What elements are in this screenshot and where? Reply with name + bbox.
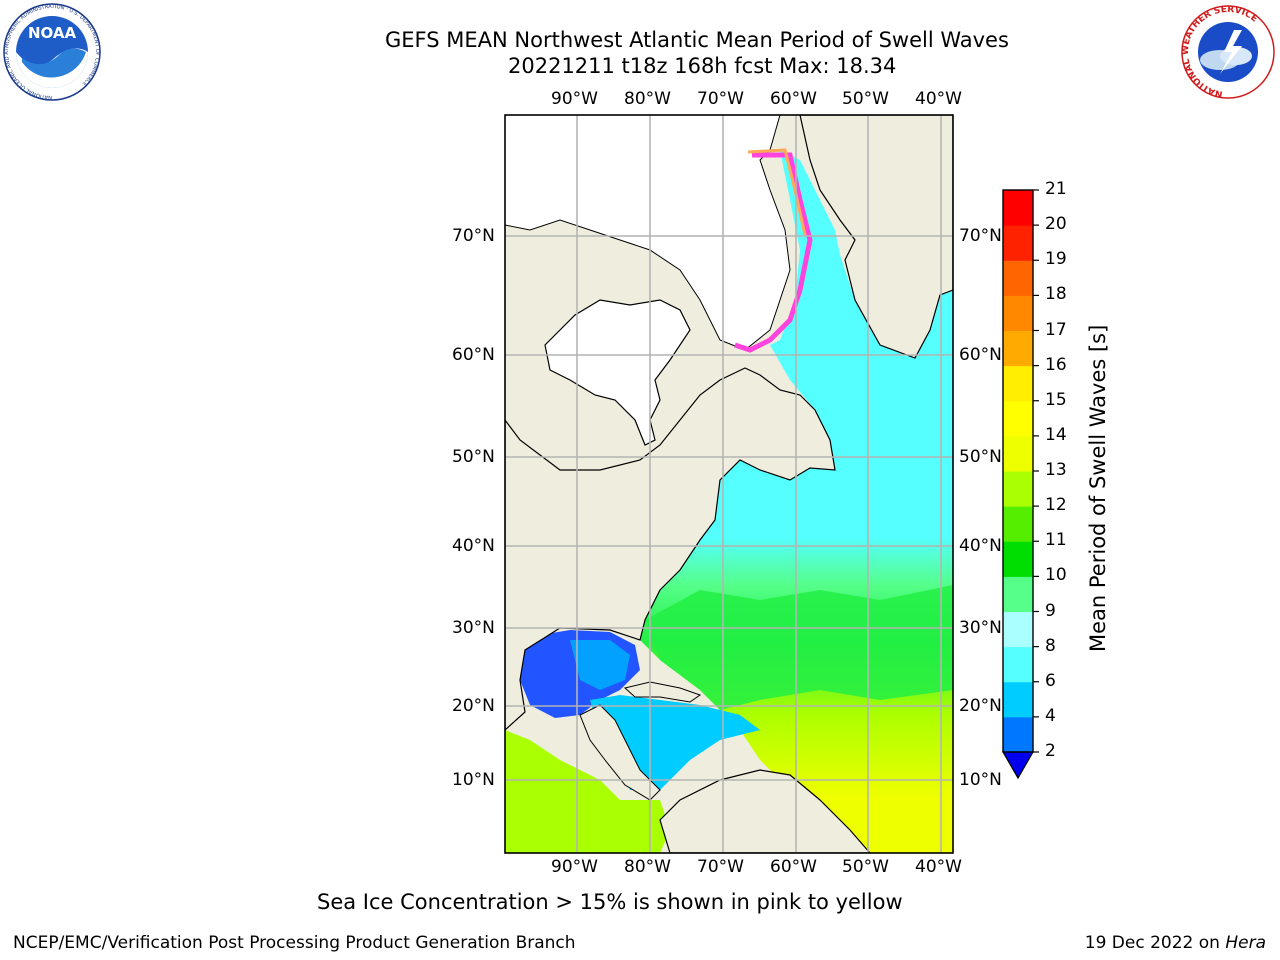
- colorbar-tick-label: 6: [1045, 670, 1056, 691]
- central-america: [579, 704, 661, 801]
- colorbar-segment: [1003, 365, 1033, 402]
- colorbar-label: Mean Period of Swell Waves [s]: [1086, 324, 1110, 652]
- swell-green-band: [645, 585, 953, 710]
- lon-label-bottom: 80°W: [624, 857, 671, 877]
- sea-ice-edge-orange: [747, 148, 807, 236]
- lat-label-right: 50°N: [959, 447, 1002, 467]
- lat-label-right: 10°N: [959, 770, 1002, 790]
- colorbar-segment: [1003, 435, 1033, 472]
- lon-label-bottom: 40°W: [915, 857, 962, 877]
- colorbar-segment: [1003, 295, 1033, 331]
- colorbar-tick-label: 4: [1045, 705, 1056, 726]
- colorbar-segment: [1003, 576, 1033, 612]
- sea-ice-edge: [734, 152, 813, 353]
- lon-label-bottom: 50°W: [842, 857, 889, 877]
- lat-label-right: 30°N: [959, 618, 1002, 638]
- colorbar-segment: [1003, 506, 1033, 542]
- colorbar-tick-label: 13: [1045, 460, 1067, 480]
- colorbar: [1001, 189, 1039, 780]
- pacific-field: [505, 730, 670, 853]
- colorbar-segment: [1003, 646, 1033, 683]
- noaa-text: NOAA: [28, 24, 77, 42]
- cuba-island: [623, 681, 702, 703]
- colorbar-segment: [1003, 400, 1033, 437]
- colorbar-segment: [1003, 260, 1033, 296]
- south-america: [659, 769, 871, 853]
- lon-label-bottom: 90°W: [551, 857, 598, 877]
- map-subtitle: 20221211 t18z 168h fcst Max: 18.34: [508, 54, 897, 78]
- colorbar-tick-label: 15: [1045, 389, 1067, 410]
- colorbar-tick-label: 9: [1045, 600, 1056, 621]
- noaa-logo: NOAA NATIONAL OCEANIC AND ATMOSPHERIC AD…: [3, 3, 101, 101]
- lon-label-top: 90°W: [551, 89, 598, 109]
- colorbar-segment: [1003, 471, 1033, 507]
- colorbar-tick-label: 16: [1045, 354, 1067, 375]
- colorbar-extend-triangle: [1001, 751, 1035, 780]
- colorbar-tick-label: 2: [1045, 741, 1056, 761]
- colorbar-tick-label: 12: [1045, 495, 1067, 516]
- lon-label-top: 60°W: [770, 89, 817, 109]
- gulf-inner: [570, 640, 630, 690]
- colorbar-tick-label: 18: [1045, 284, 1067, 305]
- lat-label-right: 60°N: [959, 345, 1002, 365]
- map-title: GEFS MEAN Northwest Atlantic Mean Period…: [385, 28, 1009, 52]
- nws-logo: NATIONAL WEATHER SERVICE: [1181, 5, 1275, 99]
- colorbar-segment: [1003, 190, 1033, 226]
- colorbar-segment: [1003, 225, 1033, 261]
- sea-ice-note: Sea Ice Concentration > 15% is shown in …: [317, 890, 903, 914]
- footer-date: 19 Dec 2022 on Hera: [1085, 933, 1266, 953]
- north-america-coast: [505, 367, 836, 731]
- colorbar-segment: [1003, 681, 1033, 718]
- colorbar-tick-label: 20: [1045, 214, 1067, 235]
- lon-label-top: 80°W: [624, 89, 671, 109]
- map-frame: [504, 114, 954, 854]
- lon-label-top: 70°W: [697, 89, 744, 109]
- colorbar-tick-label: 10: [1045, 565, 1067, 586]
- lon-label-top: 50°W: [842, 89, 889, 109]
- map-gridlines: [505, 115, 953, 853]
- footer-date-text: 19 Dec 2022 on: [1084, 933, 1226, 953]
- footer-credit: NCEP/EMC/Verification Post Processing Pr…: [13, 933, 576, 953]
- colorbar-segment: [1003, 716, 1033, 753]
- colorbar-tick-label: 14: [1045, 424, 1067, 445]
- colorbar-tick-label: 17: [1045, 319, 1067, 340]
- lat-label-right: 20°N: [959, 696, 1002, 716]
- lat-label-left: 50°N: [452, 447, 495, 467]
- colorbar-tick-label: 19: [1045, 249, 1067, 270]
- colorbar-segment: [1003, 611, 1033, 648]
- lat-label-left: 30°N: [452, 618, 495, 638]
- footer-machine: Hera: [1225, 933, 1266, 953]
- lat-label-left: 20°N: [452, 696, 495, 716]
- colorbar-segment: [1003, 541, 1033, 577]
- lat-label-left: 40°N: [452, 536, 495, 556]
- colorbar-tick-label: 8: [1045, 635, 1056, 656]
- lat-label-right: 40°N: [959, 536, 1002, 556]
- lat-label-left: 10°N: [452, 770, 495, 790]
- colorbar-tick-label: 21: [1045, 179, 1067, 199]
- colorbar-segment: [1003, 330, 1033, 367]
- lat-label-left: 70°N: [452, 226, 495, 246]
- hudson-bay-ice: [544, 299, 691, 446]
- lat-label-left: 60°N: [452, 345, 495, 365]
- lon-label-top: 40°W: [915, 89, 962, 109]
- lat-label-right: 70°N: [959, 226, 1002, 246]
- lon-label-bottom: 60°W: [770, 857, 817, 877]
- lon-label-bottom: 70°W: [697, 857, 744, 877]
- colorbar-tick-label: 11: [1045, 530, 1067, 551]
